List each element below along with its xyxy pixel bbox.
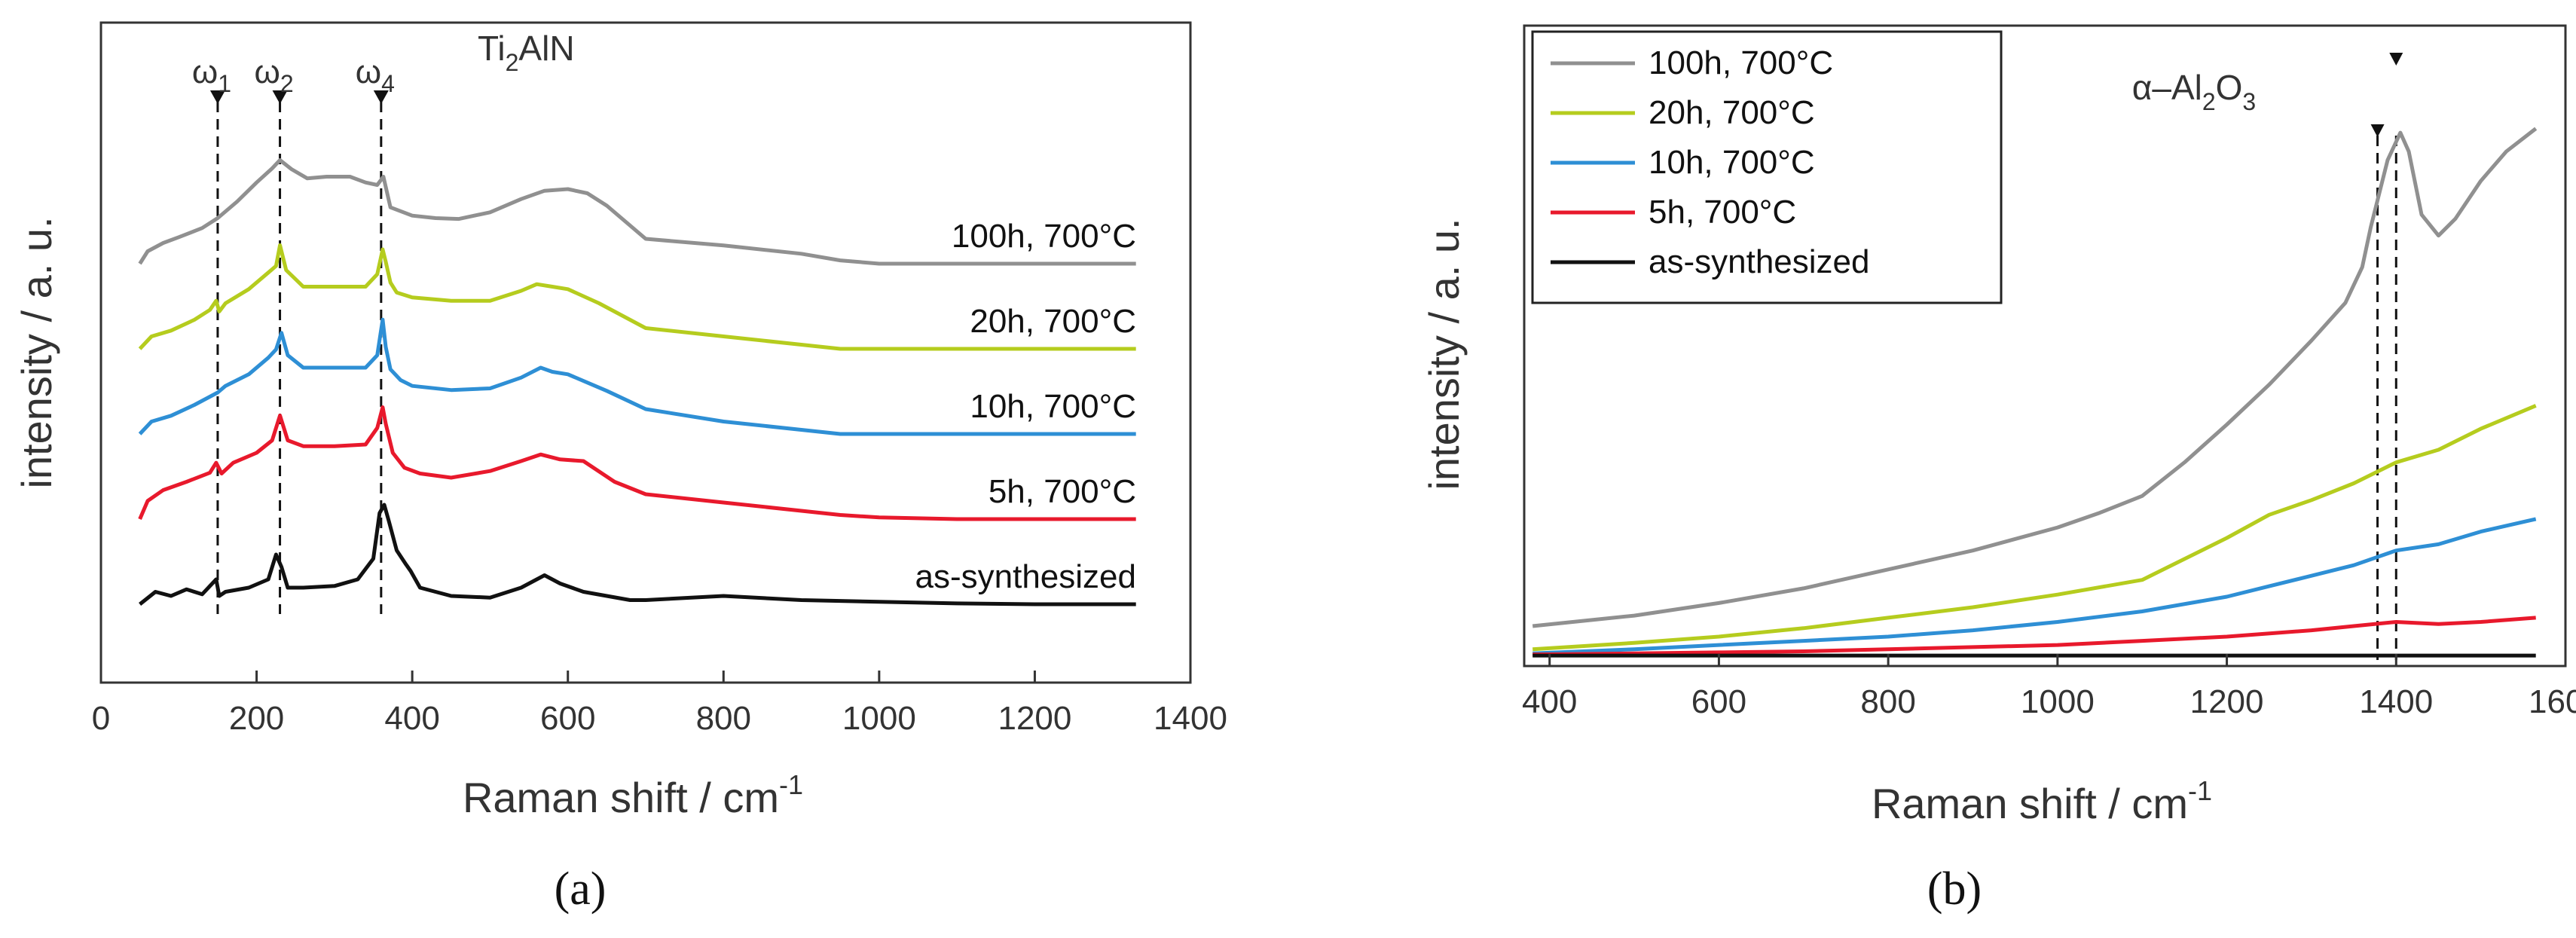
- x-tick-label-a: 200: [229, 700, 284, 737]
- legend-b: 100h, 700°C 20h, 700°C 10h, 700°C 5h, 700°C…: [1531, 30, 2003, 304]
- legend-label-5h-700-c: 5h, 700°C: [1649, 194, 1796, 231]
- x-axis-label-b: Raman shift / cm-1: [1872, 775, 2212, 827]
- x-tick-label-a: 800: [696, 700, 751, 737]
- series-line-100h-700-c: [138, 158, 1136, 266]
- legend-label-100h-700-c: 100h, 700°C: [1649, 44, 1833, 81]
- peak-arrow-marker: [209, 90, 225, 104]
- peak-arrow-marker: [272, 90, 288, 104]
- al2o3-arrow-marker: [2389, 53, 2403, 66]
- peak-label-omega-1: ω1: [192, 53, 231, 97]
- x-tick-label-a: 0: [92, 700, 110, 737]
- x-tick-label-a: 1200: [998, 700, 1071, 737]
- y-axis-label-a: intensity / a. u.: [13, 216, 60, 488]
- x-tick-label-a: 1400: [1154, 700, 1227, 737]
- series-line-20h-700-c: [1532, 404, 2537, 652]
- series-line-20h-700-c: [138, 243, 1136, 351]
- x-tick-label-b: 400: [1522, 683, 1577, 720]
- peak-labels-a: ω1 ω2 ω4: [192, 53, 395, 97]
- series-line-5h-700-c: [1532, 616, 2536, 657]
- series-line-5h-700-c: [138, 405, 1136, 521]
- peak-marker-lines-a: [209, 90, 389, 614]
- series-line-as-synthesized: [139, 503, 1136, 606]
- chart-b: 400 600 800 1000 1200 1400 1600 α–Al2O3 100h, …: [1420, 24, 2576, 915]
- legend-label-10h-700-c: 10h, 700°C: [1649, 144, 1815, 181]
- plot-frame-a: [99, 21, 1192, 684]
- legend-box: [1531, 30, 2003, 304]
- series-line-10h-700-c: [138, 317, 1136, 436]
- x-tick-label-a: 400: [384, 700, 439, 737]
- x-tick-label-b: 1200: [2190, 683, 2264, 720]
- annotation-alpha-al2o3: α–Al2O3: [2132, 68, 2256, 115]
- x-tick-label-b: 800: [1860, 683, 1915, 720]
- x-axis-label-a: Raman shift / cm-1: [463, 769, 803, 821]
- peak-label-omega-2: ω2: [254, 53, 293, 97]
- x-tick-label-b: 1600: [2529, 683, 2576, 720]
- x-tick-label-a: 600: [540, 700, 595, 737]
- series-line-100h-700-c: [1532, 127, 2538, 628]
- y-axis-label-b: intensity / a. u.: [1420, 218, 1468, 490]
- legend-label-20h-700-c: 20h, 700°C: [1649, 94, 1815, 131]
- plot-frame-b: [1523, 24, 2567, 668]
- series-lines-a: [138, 158, 1136, 606]
- chart-a: 0 200 400 600 800 1000 1200 1400 100h, 700°C 20h…: [13, 21, 1227, 915]
- legend-label-as-synthesized: as-synthesized: [1649, 243, 1869, 280]
- panel-label-b: (b): [1927, 863, 1982, 915]
- x-tick-label-b: 1000: [2021, 683, 2095, 720]
- al2o3-arrow-marker: [2370, 124, 2385, 137]
- curve-label-5h-700-c: 5h, 700°C: [989, 473, 1136, 510]
- curve-label-100h-700-c: 100h, 700°C: [952, 218, 1136, 255]
- x-tick-label-b: 600: [1691, 683, 1746, 720]
- curve-label-20h-700-c: 20h, 700°C: [970, 303, 1136, 340]
- phase-label-ti2aln: Ti2AlN: [478, 29, 575, 76]
- x-ticks-b: 400 600 800 1000 1200 1400 1600: [1522, 654, 2576, 720]
- x-tick-label-b: 1400: [2359, 683, 2433, 720]
- peak-marker-lines-b: [2370, 53, 2403, 660]
- curve-label-10h-700-c: 10h, 700°C: [970, 388, 1136, 425]
- panel-label-a: (a): [555, 863, 607, 915]
- series-line-10h-700-c: [1532, 517, 2537, 655]
- curve-labels-a: 100h, 700°C 20h, 700°C 10h, 700°C 5h, 700°C…: [915, 218, 1136, 595]
- series-lines-b: [1532, 127, 2538, 658]
- peak-arrow-marker: [373, 90, 389, 104]
- x-ticks-a: 0 200 400 600 800 1000 1200 1400: [92, 671, 1227, 737]
- peak-label-omega-4: ω4: [356, 53, 395, 97]
- curve-label-as-synthesized: as-synthesized: [915, 558, 1136, 595]
- x-tick-label-a: 1000: [842, 700, 916, 737]
